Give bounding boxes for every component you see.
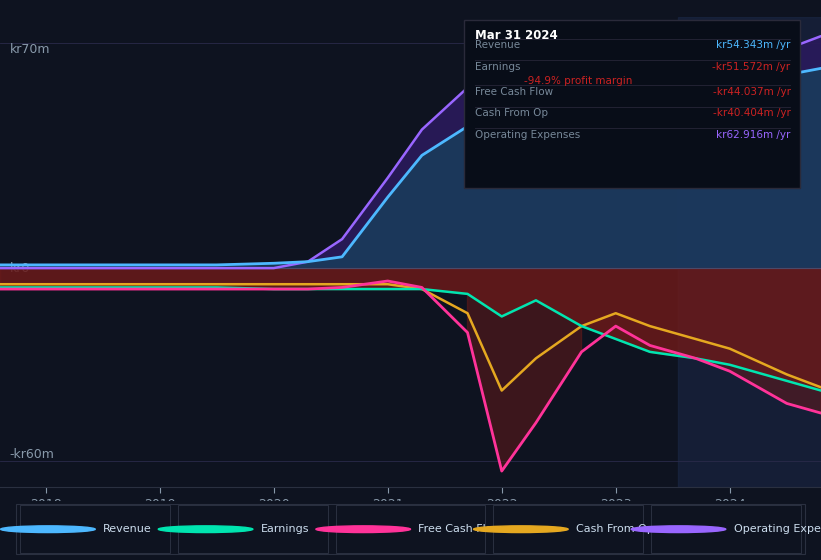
Text: kr70m: kr70m xyxy=(10,43,50,55)
Text: -kr60m: -kr60m xyxy=(10,449,55,461)
Text: Revenue: Revenue xyxy=(475,40,520,50)
Text: Cash From Op: Cash From Op xyxy=(475,109,548,118)
Text: Free Cash Flow: Free Cash Flow xyxy=(475,87,553,97)
Text: kr0: kr0 xyxy=(10,262,30,274)
Text: Free Cash Flow: Free Cash Flow xyxy=(419,524,502,534)
Text: -94.9% profit margin: -94.9% profit margin xyxy=(524,77,632,86)
Text: Operating Expenses: Operating Expenses xyxy=(734,524,821,534)
Circle shape xyxy=(316,526,410,533)
Circle shape xyxy=(474,526,568,533)
Text: Cash From Op: Cash From Op xyxy=(576,524,654,534)
Text: Revenue: Revenue xyxy=(103,524,152,534)
Text: Earnings: Earnings xyxy=(475,62,520,72)
Text: Operating Expenses: Operating Expenses xyxy=(475,130,580,139)
Text: -kr51.572m /yr: -kr51.572m /yr xyxy=(713,62,791,72)
Text: -kr44.037m /yr: -kr44.037m /yr xyxy=(713,87,791,97)
Circle shape xyxy=(158,526,253,533)
Text: Earnings: Earnings xyxy=(261,524,310,534)
Bar xyxy=(678,17,821,487)
Text: -kr40.404m /yr: -kr40.404m /yr xyxy=(713,109,791,118)
Text: Mar 31 2024: Mar 31 2024 xyxy=(475,29,557,41)
Text: kr54.343m /yr: kr54.343m /yr xyxy=(716,40,791,50)
Circle shape xyxy=(631,526,726,533)
Text: kr62.916m /yr: kr62.916m /yr xyxy=(716,130,791,139)
Circle shape xyxy=(1,526,95,533)
